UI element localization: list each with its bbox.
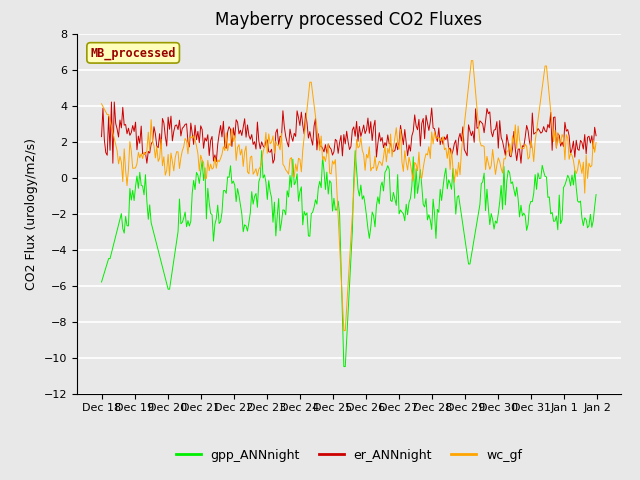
Title: Mayberry processed CO2 Fluxes: Mayberry processed CO2 Fluxes bbox=[215, 11, 483, 29]
Text: MB_processed: MB_processed bbox=[90, 46, 176, 60]
Legend: gpp_ANNnight, er_ANNnight, wc_gf: gpp_ANNnight, er_ANNnight, wc_gf bbox=[171, 444, 527, 467]
Y-axis label: CO2 Flux (urology/m2/s): CO2 Flux (urology/m2/s) bbox=[25, 138, 38, 289]
